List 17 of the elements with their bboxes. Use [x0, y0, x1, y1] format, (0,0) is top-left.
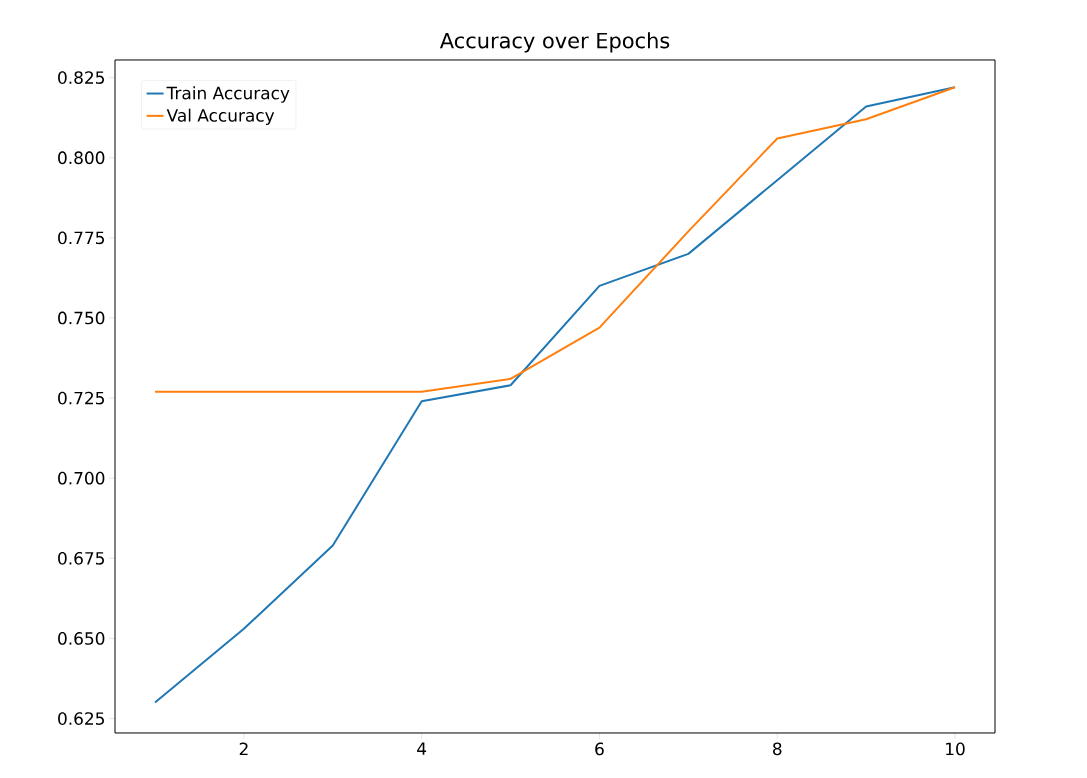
- y-tick-label: 0.750: [58, 311, 105, 325]
- y-tick-label: 0.650: [58, 632, 105, 645]
- y-tick-label: 0.700: [58, 471, 105, 485]
- y-tick-label: 0.675: [58, 551, 104, 565]
- y-tick-label: 0.775: [58, 231, 104, 245]
- legend-label: Val Accuracy: [166, 108, 275, 126]
- x-tick-label: 8: [773, 742, 782, 756]
- y-tick-label: 0.625: [58, 712, 104, 725]
- x-tick-label: 4: [417, 742, 427, 755]
- x-tick-label: 2: [239, 742, 248, 756]
- x-tick-label: 10: [946, 742, 965, 756]
- legend-label: Train Accuracy: [166, 86, 290, 103]
- y-tick-label: 0.825: [58, 71, 104, 85]
- y-tick-label: 0.725: [58, 391, 104, 405]
- x-tick-label: 6: [595, 742, 604, 756]
- y-tick-label: 0.800: [58, 151, 105, 165]
- chart-title: Accuracy over Epochs: [439, 32, 670, 53]
